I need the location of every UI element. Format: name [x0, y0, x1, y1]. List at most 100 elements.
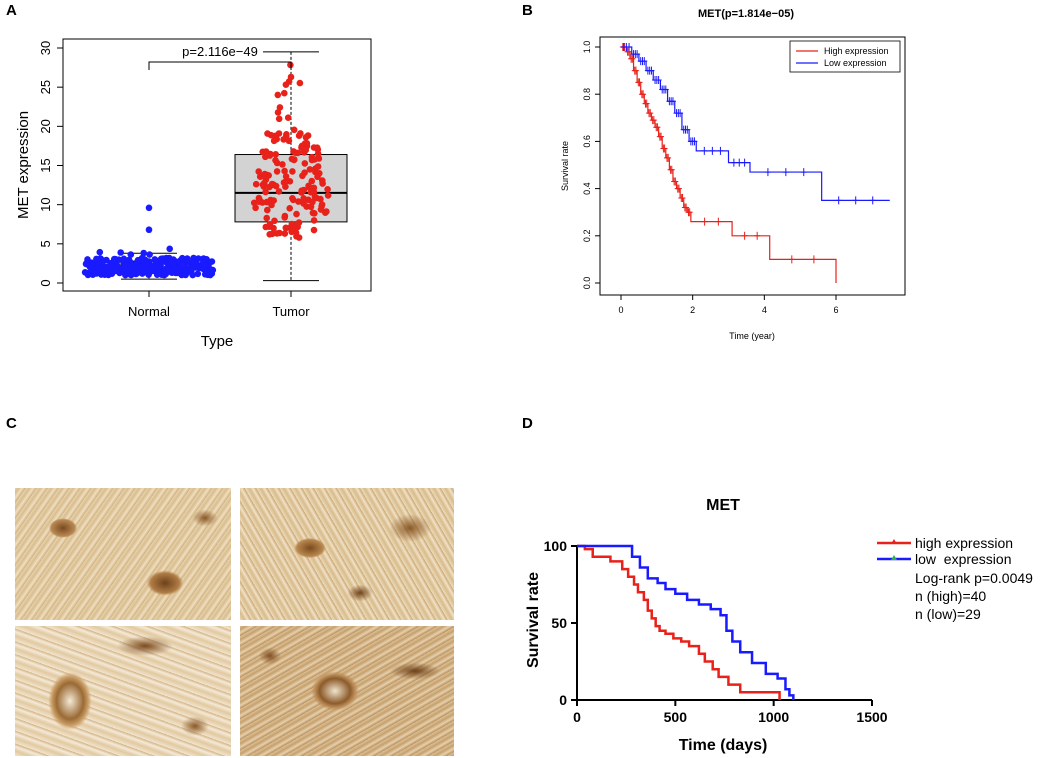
data-point-tumor	[270, 197, 278, 204]
censor-mark-high	[668, 165, 675, 174]
censor-mark-low	[869, 196, 876, 205]
data-point-normal	[132, 260, 139, 268]
data-point-tumor	[289, 168, 296, 175]
data-point-normal	[140, 249, 147, 257]
data-point-tumor	[281, 89, 288, 97]
data-point-normal	[208, 258, 216, 265]
data-point-normal	[111, 256, 118, 264]
data-point-tumor	[255, 168, 262, 175]
data-point-tumor	[282, 224, 290, 232]
censor-mark-high	[636, 78, 643, 87]
censor-mark-low	[641, 57, 648, 66]
data-point-tumor	[282, 183, 289, 190]
panel-d-y-label: Survival rate	[525, 572, 542, 668]
data-point-tumor	[285, 78, 293, 85]
data-point-tumor	[275, 115, 283, 123]
censor-mark-high	[679, 194, 686, 203]
data-point-tumor	[307, 203, 315, 211]
data-point-normal	[87, 261, 94, 269]
data-point-normal	[105, 271, 112, 279]
data-point-tumor	[295, 234, 303, 241]
y-tick-label: 0.4	[582, 182, 592, 195]
y-tick-label: 30	[38, 41, 53, 55]
censor-mark-high	[661, 144, 668, 153]
x-tick-label: 2	[690, 305, 695, 315]
data-point-tumor	[310, 188, 318, 196]
data-point-tumor	[267, 131, 275, 139]
censor-mark-low	[717, 146, 724, 155]
data-point-tumor	[298, 187, 306, 194]
significance-bracket	[148, 61, 292, 70]
y-tick-label: 50	[551, 615, 567, 631]
data-point-tumor	[262, 153, 269, 161]
y-tick-label: 100	[544, 538, 568, 554]
x-tick-label: 0	[573, 709, 581, 725]
x-tick-label-normal: Normal	[128, 304, 170, 319]
data-point-normal	[185, 266, 192, 274]
data-point-tumor	[300, 195, 308, 202]
censor-mark-high	[701, 217, 708, 226]
panel-d-legend: high expression low expression Log-rank …	[877, 535, 1033, 622]
censor-mark-high	[810, 255, 817, 264]
data-point-tumor	[294, 221, 301, 228]
data-point-tumor	[297, 130, 304, 137]
panel-a-x-label: Type	[201, 333, 234, 350]
data-point-tumor	[309, 209, 317, 217]
data-point-tumor	[291, 149, 299, 156]
data-point-normal	[203, 267, 210, 275]
data-point-normal	[169, 259, 177, 266]
censor-mark-high	[647, 109, 654, 118]
x-tick-label: 4	[762, 305, 767, 315]
data-point-tumor	[281, 230, 289, 237]
censor-mark-low	[852, 196, 859, 205]
legend-label-low-d: low expression	[915, 551, 1012, 567]
data-point-tumor	[308, 177, 316, 185]
panel-d-x-label: Time (days)	[679, 737, 768, 754]
data-point-tumor	[319, 177, 326, 184]
data-point-tumor	[296, 79, 304, 87]
survival-curve-high-d	[577, 544, 781, 700]
censor-mark-high	[715, 217, 722, 226]
data-point-normal	[189, 271, 196, 279]
panel-b-title: MET(p=1.814e−05)	[698, 8, 794, 20]
data-point-tumor	[270, 181, 277, 188]
survival-curve-high	[621, 46, 837, 283]
data-point-tumor	[260, 183, 268, 190]
panel-b-frame	[599, 36, 906, 296]
data-point-tumor	[285, 137, 293, 145]
data-point-normal	[168, 268, 175, 276]
y-tick-label: 15	[38, 158, 53, 172]
data-point-tumor	[286, 178, 294, 185]
censor-mark-low	[709, 146, 716, 155]
data-point-normal	[174, 267, 181, 275]
censor-mark-low	[684, 125, 691, 134]
y-tick-label: 20	[38, 119, 53, 133]
y-tick-label: 0	[559, 692, 567, 708]
data-point-tumor	[289, 195, 296, 202]
data-point-tumor	[273, 159, 281, 167]
panel-letter-a: A	[6, 2, 17, 19]
censor-mark-low	[701, 146, 708, 155]
y-tick-label: 0	[38, 279, 53, 286]
data-point-tumor	[306, 166, 314, 173]
censor-mark-low	[741, 158, 748, 167]
logrank-annotation: Log-rank p=0.0049	[915, 570, 1033, 586]
data-point-tumor	[313, 144, 321, 151]
data-point-normal	[131, 266, 138, 273]
data-point-tumor	[302, 146, 310, 154]
censor-mark-high	[632, 66, 639, 75]
y-tick-label: 25	[38, 80, 53, 94]
y-tick-label: 10	[38, 197, 53, 211]
data-point-tumor	[291, 156, 298, 163]
censor-mark-high	[741, 231, 748, 240]
data-point-normal	[162, 265, 169, 273]
censor-mark-low	[634, 50, 641, 59]
censor-mark-high	[754, 231, 761, 240]
data-point-tumor	[274, 91, 282, 99]
legend-marker-low-d	[891, 555, 897, 560]
panel-letter-d: D	[522, 415, 533, 432]
data-point-normal	[153, 271, 161, 279]
data-point-tumor	[276, 104, 284, 111]
data-point-tumor	[289, 225, 296, 232]
censor-mark-low	[677, 109, 684, 118]
